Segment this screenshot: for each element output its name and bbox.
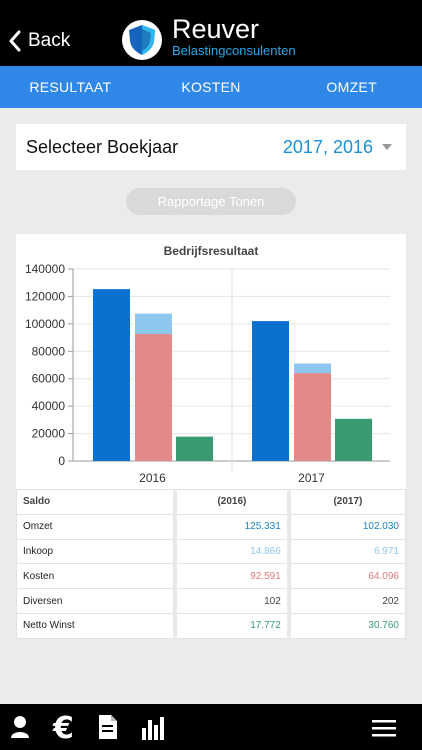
app-header: Back Reuver Belastingconsulenten <box>0 0 422 66</box>
value-2017: 202 <box>286 588 406 614</box>
year-selector-label: Selecteer Boekjaar <box>26 136 179 157</box>
selected-years: 2017, 2016 <box>282 136 373 157</box>
row-label: Diversen <box>16 588 176 614</box>
chevron-left-icon <box>9 30 21 52</box>
table-row-diversen: Diversen 102 202 <box>16 588 406 614</box>
result-card: Bedrijfsresultaat 0 20000 40000 60000 80000 1… <box>16 234 406 639</box>
x-tick-label: 2017 <box>298 471 325 484</box>
y-tick-label: 40000 <box>32 399 66 413</box>
value-2016: 14.866 <box>173 538 290 565</box>
euro-icon[interactable]: € <box>52 711 78 747</box>
tab-resultaat[interactable]: RESULTAAT <box>29 79 112 95</box>
back-label: Back <box>28 30 71 51</box>
bar-inkoop <box>135 313 172 335</box>
value-2016: 17.772 <box>173 612 290 639</box>
tab-kosten[interactable]: KOSTEN <box>181 79 241 95</box>
y-tick-label: 100000 <box>25 317 65 331</box>
report-button[interactable]: Rapportage Tonen <box>126 188 296 215</box>
svg-text:€: € <box>52 712 74 742</box>
table-row-inkoop: Inkoop 14.866 6.971 <box>16 538 406 565</box>
dropdown-caret-icon <box>382 144 392 150</box>
menu-icon[interactable] <box>372 719 396 742</box>
bar-kosten <box>294 373 331 461</box>
value-2016: 92.591 <box>173 563 290 590</box>
value-2017: 102.030 <box>286 513 406 540</box>
bar-chart: 0 20000 40000 60000 80000 100000 120000 140000 2… <box>25 262 390 484</box>
value-2016: 102 <box>173 588 290 614</box>
value-2017: 64.096 <box>286 563 406 590</box>
y-tick-label: 80000 <box>32 344 66 358</box>
y-tick-label: 20000 <box>32 427 66 441</box>
x-tick-label: 2016 <box>139 471 166 484</box>
chart-title: Bedrijfsresultaat <box>163 244 259 258</box>
bar-netto-winst <box>176 436 213 461</box>
document-icon[interactable] <box>98 714 118 745</box>
y-tick-label: 0 <box>58 454 65 468</box>
back-button[interactable]: Back <box>8 30 70 52</box>
row-label: Inkoop <box>16 538 176 565</box>
shield-logo-icon <box>122 20 162 60</box>
brand: Reuver Belastingconsulenten <box>172 14 296 58</box>
bar-inkoop <box>294 363 331 374</box>
bar-omzet <box>252 321 289 461</box>
value-2017: 6.971 <box>286 538 406 565</box>
table-header-row: Saldo (2016) (2017) <box>16 489 406 515</box>
brand-name: Reuver <box>172 14 260 44</box>
bar-omzet <box>93 289 130 461</box>
tab-bar: RESULTAAT KOSTEN OMZET <box>0 66 422 108</box>
person-icon[interactable] <box>10 715 30 744</box>
tab-omzet[interactable]: OMZET <box>326 79 377 95</box>
result-table: Saldo (2016) (2017) Omzet 125.331 102.03… <box>16 489 406 639</box>
row-label: Netto Winst <box>16 612 176 639</box>
bar-chart-icon[interactable] <box>141 716 165 745</box>
year-selector-value[interactable]: 2017, 2016 <box>283 137 392 158</box>
bar-kosten <box>135 334 172 461</box>
y-tick-label: 140000 <box>25 262 65 276</box>
year-selector[interactable]: Selecteer Boekjaar 2017, 2016 <box>16 124 406 170</box>
header-2017: (2017) <box>286 489 406 515</box>
header-2016: (2016) <box>173 489 290 515</box>
table-row-kosten: Kosten 92.591 64.096 <box>16 563 406 590</box>
row-label: Kosten <box>16 563 176 590</box>
bar-netto-winst <box>335 418 372 461</box>
table-row-omzet: Omzet 125.331 102.030 <box>16 513 406 540</box>
y-tick-label: 120000 <box>25 289 65 303</box>
value-2017: 30.760 <box>286 612 406 639</box>
header-saldo: Saldo <box>16 489 176 515</box>
row-label: Omzet <box>16 513 176 540</box>
table-row-netto-winst: Netto Winst 17.772 30.760 <box>16 612 406 639</box>
brand-subtitle: Belastingconsulenten <box>172 43 296 58</box>
bottom-nav: € <box>0 704 422 750</box>
value-2016: 125.331 <box>173 513 290 540</box>
y-tick-label: 60000 <box>32 372 66 386</box>
